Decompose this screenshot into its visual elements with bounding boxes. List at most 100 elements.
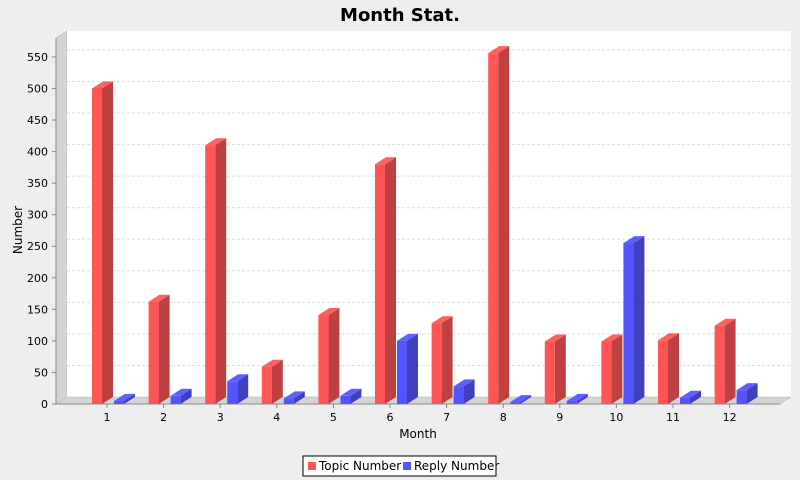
bar-side bbox=[724, 318, 736, 404]
y-tick-label: 300 bbox=[27, 209, 48, 222]
x-tick-label: 1 bbox=[104, 411, 111, 424]
bar-top bbox=[510, 395, 532, 403]
bar-top bbox=[431, 316, 453, 324]
bar-side bbox=[463, 379, 475, 404]
bar-top bbox=[680, 390, 701, 398]
bar-front bbox=[544, 341, 555, 404]
bar-top bbox=[488, 46, 510, 54]
bar-front bbox=[488, 53, 499, 404]
bar-front bbox=[227, 381, 238, 404]
bar-reply-number-5 bbox=[340, 388, 362, 404]
bar-top bbox=[566, 393, 588, 401]
bar-reply-number-8 bbox=[510, 395, 532, 404]
bar-front bbox=[658, 340, 668, 404]
bar-reply-number-6 bbox=[397, 333, 418, 404]
bar-topic-number-12 bbox=[714, 318, 736, 404]
bar-front bbox=[453, 386, 464, 404]
legend-label-reply-number: Reply Number bbox=[414, 459, 499, 473]
x-axis-label: Month bbox=[399, 427, 437, 441]
bar-side bbox=[215, 138, 227, 404]
bar-front bbox=[283, 398, 294, 404]
x-tick-label: 3 bbox=[217, 411, 224, 424]
bar-top bbox=[92, 81, 113, 89]
bar-reply-number-3 bbox=[227, 374, 249, 404]
bar-topic-number-11 bbox=[658, 333, 679, 404]
y-axis-ticks: 0 50 100 150 200 250 300 350 400 450 500 550 bbox=[27, 51, 56, 411]
bar-side bbox=[237, 374, 249, 404]
bar-side bbox=[520, 395, 532, 404]
bar-side bbox=[498, 46, 510, 404]
x-tick-label: 10 bbox=[609, 411, 623, 424]
y-tick-label: 400 bbox=[27, 146, 48, 159]
y-tick-label: 50 bbox=[34, 366, 48, 379]
bar-top bbox=[148, 294, 170, 302]
bar-front bbox=[736, 390, 747, 404]
bar-side bbox=[124, 393, 135, 404]
bar-top bbox=[544, 334, 566, 342]
bar-front bbox=[601, 341, 612, 404]
bar-side bbox=[668, 333, 679, 404]
bar-top bbox=[623, 236, 645, 244]
bar-reply-number-7 bbox=[453, 379, 475, 404]
bar-front bbox=[114, 400, 124, 404]
bar-side bbox=[102, 81, 113, 404]
bar-topic-number-1 bbox=[92, 81, 113, 404]
y-tick-label: 100 bbox=[27, 335, 48, 348]
bar-reply-number-12 bbox=[736, 383, 758, 404]
bar-top bbox=[114, 393, 135, 401]
bar-front bbox=[375, 164, 385, 404]
bar-top bbox=[227, 374, 249, 382]
legend: Topic Number Reply Number bbox=[302, 455, 499, 477]
bar-side bbox=[158, 294, 170, 404]
legend-swatch-topic-number bbox=[308, 462, 316, 470]
legend-box bbox=[302, 455, 497, 477]
bar-side bbox=[633, 236, 645, 404]
bar-side bbox=[271, 359, 283, 404]
bar-topic-number-3 bbox=[205, 138, 227, 404]
bar-topic-number-6 bbox=[375, 157, 396, 404]
bar-top bbox=[601, 334, 623, 342]
bar-top bbox=[714, 318, 736, 326]
bar-front bbox=[566, 400, 577, 404]
bar-top bbox=[318, 308, 340, 316]
x-tick-label: 9 bbox=[556, 411, 563, 424]
bar-reply-number-11 bbox=[680, 390, 701, 404]
bar-side bbox=[407, 333, 418, 404]
bar-side bbox=[328, 308, 340, 404]
y-tick-label: 500 bbox=[27, 82, 48, 95]
bar-front bbox=[510, 402, 521, 404]
x-tick-label: 12 bbox=[723, 411, 737, 424]
bar-topic-number-2 bbox=[148, 294, 170, 404]
x-tick-label: 11 bbox=[666, 411, 680, 424]
x-tick-label: 5 bbox=[330, 411, 337, 424]
bar-top bbox=[658, 333, 679, 341]
chart-title: Month Stat. bbox=[340, 5, 460, 26]
legend-swatch-reply-number bbox=[403, 462, 411, 470]
plot-side-wall bbox=[55, 30, 68, 405]
bar-side bbox=[385, 157, 396, 404]
bar-front bbox=[340, 395, 351, 404]
bar-side bbox=[180, 388, 192, 404]
bar-topic-number-8 bbox=[488, 46, 510, 404]
bar-top bbox=[375, 157, 396, 165]
x-tick-label: 8 bbox=[500, 411, 507, 424]
y-tick-label: 200 bbox=[27, 272, 48, 285]
y-axis-label: Number bbox=[11, 206, 25, 254]
bar-front bbox=[714, 325, 725, 404]
x-axis-ticks: 1 2 3 4 5 6 7 8 9 10 11 12 bbox=[104, 404, 737, 424]
grid-lines bbox=[67, 49, 791, 366]
x-tick-label: 7 bbox=[443, 411, 450, 424]
bar-top bbox=[283, 391, 305, 399]
bar-front bbox=[92, 88, 102, 404]
bar-reply-number-9 bbox=[566, 393, 588, 404]
bar-front bbox=[623, 243, 634, 404]
legend-label-topic-number: Topic Number bbox=[318, 459, 401, 473]
bar-top bbox=[170, 388, 192, 396]
bar-side bbox=[690, 390, 701, 404]
y-tick-label: 450 bbox=[27, 114, 48, 127]
y-tick-label: 350 bbox=[27, 177, 48, 190]
bar-side bbox=[293, 391, 305, 404]
bar-front bbox=[205, 145, 216, 404]
plot-background bbox=[67, 31, 791, 397]
